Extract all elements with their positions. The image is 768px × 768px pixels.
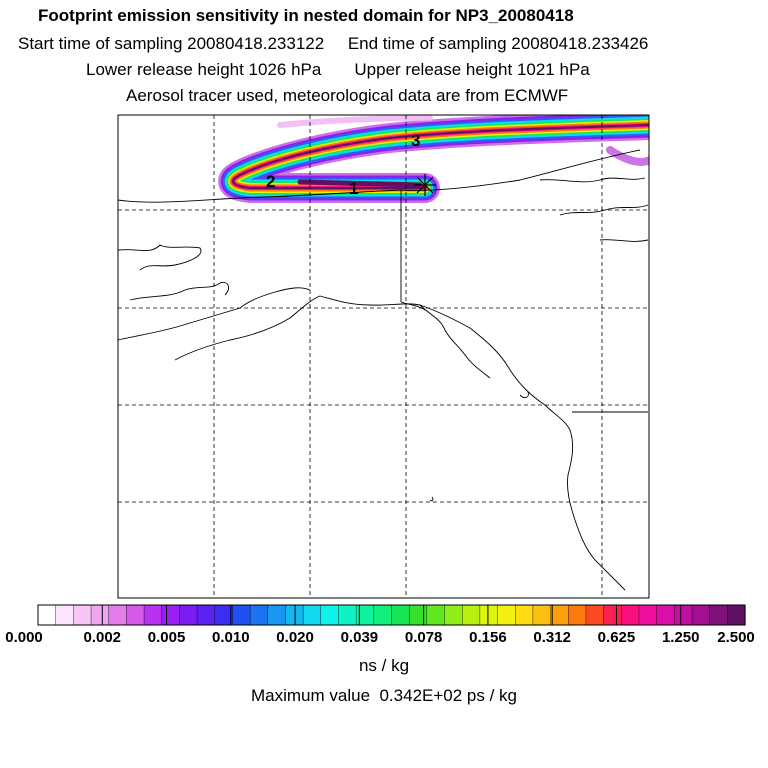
colorbar-segment [550, 604, 569, 626]
colorbar-tick-label: 0.625 [597, 629, 636, 646]
colorbar-tick-label: 1.250 [661, 629, 700, 646]
colorbar-tick-label: 0.000 [5, 629, 43, 646]
colorbar-segment [408, 604, 428, 626]
colorbar [37, 604, 746, 626]
colorbar-frame [37, 604, 746, 626]
colorbar-segment [727, 604, 746, 626]
colorbar-segment [444, 604, 463, 626]
colorbar-tick-label: 0.312 [533, 629, 571, 646]
trajectory-label-3: 3 [411, 131, 420, 150]
graticule [118, 115, 649, 598]
colorbar-tick-label: 2.500 [717, 629, 755, 646]
map-frame [117, 114, 650, 599]
colorbar-tick-label: 0.020 [276, 629, 314, 646]
colorbar-segment [638, 604, 658, 626]
colorbar-segment [285, 604, 304, 626]
colorbar-segment [568, 604, 587, 626]
colorbar-segment [426, 604, 446, 626]
colorbar-segment [249, 604, 269, 626]
colorbar-segment [515, 604, 534, 626]
colorbar-segment [462, 604, 481, 626]
colorbar-segment [656, 604, 675, 626]
colorbar-tick-label: 0.156 [469, 629, 507, 646]
colorbar-units: ns / kg [358, 656, 410, 675]
political-borders [400, 190, 648, 413]
colorbar-segment [55, 604, 74, 626]
map-content [118, 115, 649, 598]
colorbar-tick-label: 0.078 [404, 629, 443, 646]
colorbar-segment [267, 604, 287, 626]
colorbar-segment [603, 604, 622, 626]
sampling-times: Start time of sampling 20080418.233122 E… [18, 34, 649, 53]
colorbar-segment [479, 604, 499, 626]
colorbar-segment [373, 604, 393, 626]
colorbar-segment [37, 604, 57, 626]
trajectory-label-1: 1 [349, 179, 358, 198]
coastlines [118, 149, 649, 591]
colorbar-tick-label: 0.005 [147, 629, 186, 646]
colorbar-segment [355, 604, 375, 626]
colorbar-tick-label: 0.010 [212, 629, 250, 646]
colorbar-tick-label: 0.039 [340, 629, 379, 646]
colorbar-segment [214, 604, 234, 626]
colorbar-segment [338, 604, 357, 626]
colorbar-segment [497, 604, 516, 626]
colorbar-segment [108, 604, 127, 626]
colorbar-segment [232, 604, 251, 626]
release-point-marker [414, 174, 436, 196]
tracer-info: Aerosol tracer used, meteorological data… [126, 86, 569, 105]
colorbar-segment [126, 604, 145, 626]
colorbar-segment [179, 604, 198, 626]
colorbar-segment [674, 604, 693, 626]
colorbar-segment [90, 604, 110, 626]
colorbar-segment [320, 604, 340, 626]
colorbar-segment [73, 604, 92, 626]
colorbar-tick-label: 0.002 [83, 629, 122, 646]
trajectory-label-2: 2 [266, 172, 275, 191]
colorbar-segment [621, 604, 640, 626]
colorbar-segment [709, 604, 728, 626]
emission-plume [218, 115, 649, 203]
colorbar-segment [302, 604, 322, 626]
colorbar-segment [196, 604, 216, 626]
release-heights: Lower release height 1026 hPa Upper rele… [86, 60, 590, 79]
plot-title: Footprint emission sensitivity in nested… [38, 6, 574, 25]
colorbar-segment [161, 604, 180, 626]
colorbar-segment [691, 604, 711, 626]
colorbar-segment [391, 604, 410, 626]
maximum-value: Maximum value 0.342E+02 ps / kg [251, 686, 517, 705]
colorbar-segment [585, 604, 605, 626]
colorbar-segment [532, 604, 552, 626]
colorbar-segment [143, 604, 163, 626]
